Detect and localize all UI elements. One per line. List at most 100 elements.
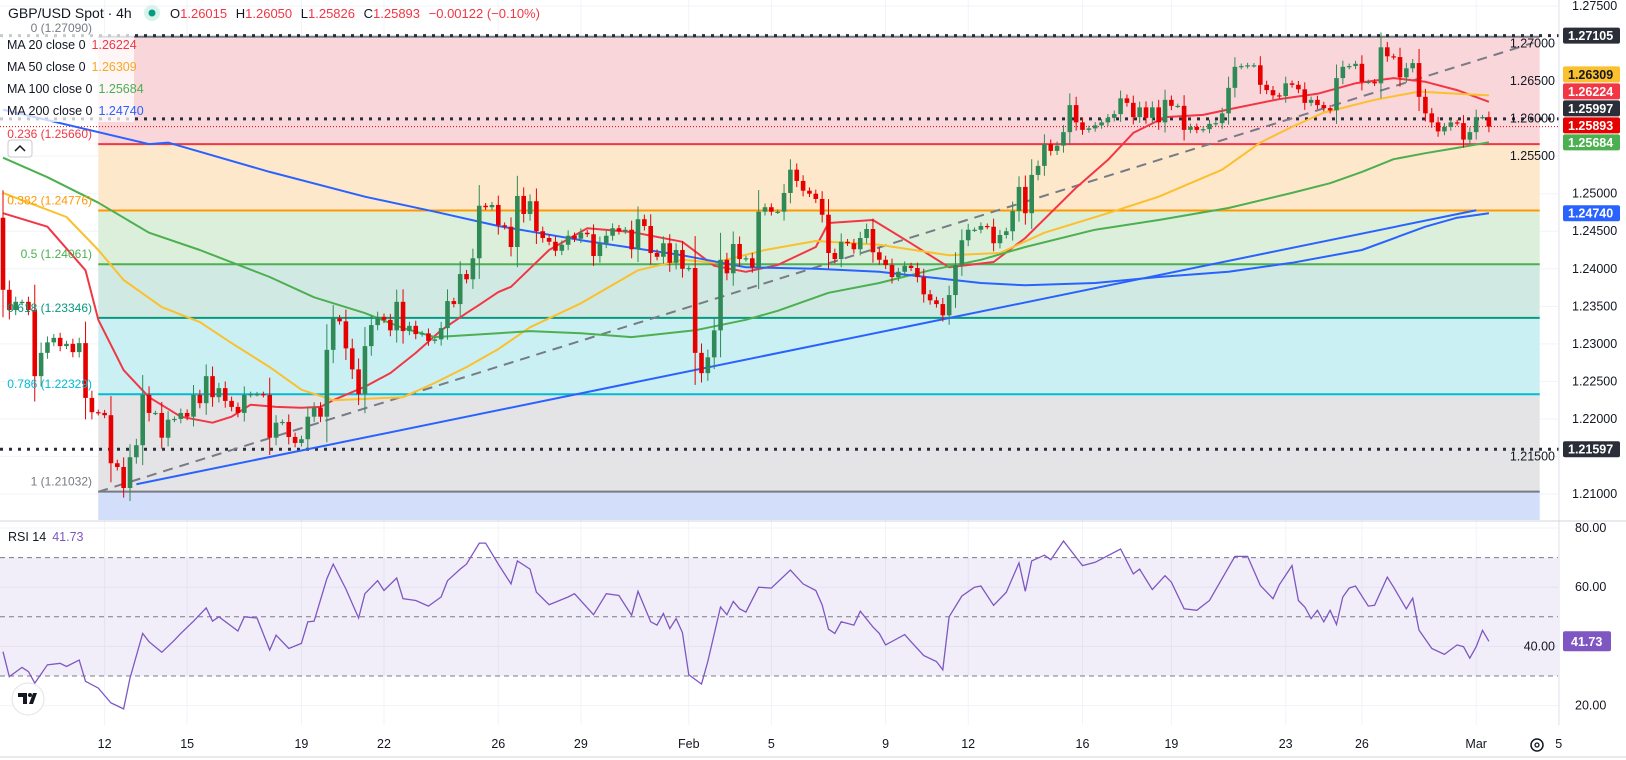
candle-body [813, 193, 819, 199]
fib-zone [98, 491, 1540, 520]
candle-body [572, 235, 577, 239]
candle-body [838, 241, 844, 260]
price-tag-background [1563, 134, 1620, 151]
close-label: C [364, 6, 373, 21]
candle-body [318, 407, 323, 417]
candle-body [1404, 68, 1409, 78]
candle-body [1410, 63, 1415, 69]
candle-body [546, 237, 552, 242]
candle-body [921, 277, 927, 295]
candle-body [1137, 107, 1142, 118]
candle-body [32, 310, 38, 377]
time-axis[interactable]: 12 15 19 22 26 29 Feb 5 9 12 16 19 23 26 Mar 5 [98, 737, 1563, 751]
candle-body [534, 201, 539, 232]
candle-body [254, 394, 260, 396]
rsi-legend[interactable]: RSI 14 41.73 [8, 530, 84, 544]
candle-body [178, 412, 184, 419]
rsi-pane [0, 539, 1558, 710]
candle-body [1099, 122, 1104, 126]
candle-body [1346, 66, 1352, 68]
legend-ma100[interactable]: MA 100 close 0 1.25684 [7, 82, 144, 96]
candle-body [1277, 95, 1282, 97]
candle-body [1461, 123, 1466, 140]
time-tick-label: 12 [961, 737, 975, 751]
time-tick-label: 19 [1164, 737, 1178, 751]
legend-ma50[interactable]: MA 50 close 0 1.26309 [7, 60, 137, 74]
candle-body [940, 304, 946, 316]
candle-body [559, 244, 565, 251]
candle-body [222, 388, 228, 401]
candle-body [242, 394, 247, 413]
candle-body [1289, 83, 1295, 85]
fib-level-label: 0.618 (1.23346) [7, 301, 92, 315]
candle-body [1283, 83, 1288, 97]
candle-body [1023, 186, 1028, 214]
fib-zone [98, 36, 1540, 145]
candle-body [857, 237, 863, 250]
candle-body [419, 333, 425, 335]
candle-body [464, 274, 469, 280]
collapse-legend-button[interactable] [7, 139, 33, 158]
candle-body [1264, 84, 1269, 91]
gear-icon[interactable] [1530, 738, 1544, 752]
candle-body [280, 421, 285, 424]
candle-body [953, 265, 958, 296]
candle-body [1048, 144, 1054, 151]
candle-body [819, 198, 825, 215]
candle-body [375, 316, 380, 326]
candle-body [299, 439, 304, 443]
rising-trendline[interactable] [136, 209, 1477, 486]
candle-body [203, 376, 209, 404]
time-tick-label: 19 [294, 737, 308, 751]
symbol-title[interactable]: GBP/USD Spot · 4h [8, 5, 132, 21]
candle-body [1188, 126, 1193, 130]
legend-ma20[interactable]: MA 20 close 0 1.26224 [7, 38, 137, 52]
candle-body [324, 349, 330, 417]
candle-body [369, 325, 374, 347]
tradingview-logo[interactable] [11, 682, 45, 716]
candle-body [1035, 165, 1041, 175]
candle-body [1105, 117, 1111, 123]
candle-body [584, 232, 590, 235]
candle-body [565, 235, 571, 245]
candle-body [1124, 98, 1130, 103]
candle-body [673, 250, 679, 263]
candle-body [730, 244, 736, 274]
time-tick-label: 16 [1076, 737, 1090, 751]
candle-body [89, 397, 95, 413]
candle-body [654, 253, 660, 257]
candle-body [515, 195, 520, 248]
price-tag-background [1563, 441, 1620, 458]
candle-body [870, 228, 876, 253]
candle-body [661, 243, 666, 257]
candle-body [553, 241, 558, 251]
candle-body [1226, 87, 1231, 114]
candle-body [1213, 123, 1219, 125]
legend-ma200[interactable]: MA 200 close 0 1.24740 [7, 104, 144, 118]
candle-body [965, 229, 971, 241]
candle-body [1162, 99, 1168, 123]
dashed-trendline[interactable] [97, 41, 1534, 493]
candle-body [1327, 108, 1333, 111]
candle-body [70, 343, 76, 353]
candle-body [623, 229, 628, 232]
price-tick-label: 1.22500 [1572, 374, 1617, 388]
trendlines[interactable] [97, 41, 1534, 493]
candle-body [184, 412, 190, 417]
low-label: L [301, 6, 308, 21]
candle-body [1143, 107, 1149, 118]
candle-body [502, 225, 507, 227]
candle-body [457, 274, 463, 305]
candle-body [115, 463, 120, 467]
ohlc-readout: O1.26015 H1.26050 L1.25826 C1.25893 −0.0… [170, 6, 540, 21]
candle-body [140, 394, 145, 446]
candle-body [1092, 125, 1098, 129]
candle-body [851, 243, 857, 250]
candle-body [629, 229, 634, 250]
candle-body [413, 325, 419, 335]
candle-body [1340, 66, 1346, 79]
candle-body [591, 234, 596, 257]
candle-body [699, 352, 704, 374]
candle-body [267, 394, 272, 438]
